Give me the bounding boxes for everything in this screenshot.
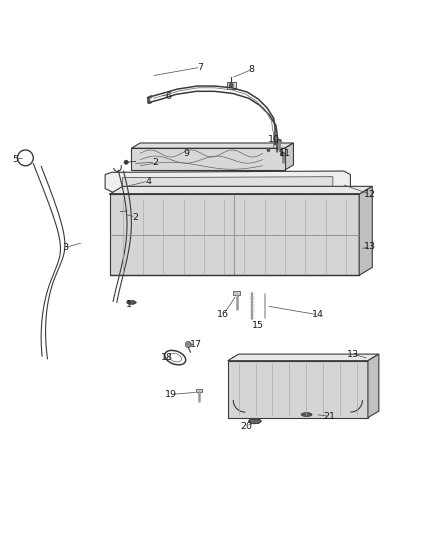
Ellipse shape [301, 413, 312, 416]
Text: 17: 17 [190, 340, 202, 349]
Circle shape [277, 139, 282, 143]
Text: 13: 13 [364, 243, 376, 251]
Text: 12: 12 [364, 190, 376, 199]
Text: 14: 14 [311, 310, 324, 319]
Polygon shape [228, 354, 379, 361]
Polygon shape [110, 194, 359, 275]
Text: 5: 5 [12, 155, 18, 164]
Polygon shape [110, 187, 372, 194]
Circle shape [185, 342, 191, 348]
Polygon shape [228, 361, 368, 418]
Text: 19: 19 [165, 390, 177, 399]
Ellipse shape [249, 418, 261, 424]
Polygon shape [131, 148, 285, 170]
Text: 2: 2 [152, 158, 159, 167]
Text: 3: 3 [62, 243, 68, 252]
Text: 2: 2 [133, 213, 139, 222]
FancyBboxPatch shape [233, 292, 240, 295]
Polygon shape [123, 177, 333, 189]
Text: 10: 10 [268, 135, 280, 144]
Text: 8: 8 [249, 65, 255, 74]
Text: 11: 11 [279, 149, 291, 158]
Circle shape [280, 152, 285, 156]
Text: 18: 18 [161, 353, 173, 362]
Text: 9: 9 [183, 149, 189, 158]
Polygon shape [105, 171, 350, 193]
Text: 13: 13 [346, 350, 359, 359]
Polygon shape [285, 143, 293, 170]
FancyBboxPatch shape [266, 147, 283, 152]
Polygon shape [368, 354, 379, 418]
Circle shape [229, 83, 233, 87]
Text: 16: 16 [217, 310, 230, 319]
FancyBboxPatch shape [227, 82, 236, 88]
Text: 20: 20 [240, 422, 252, 431]
Text: 7: 7 [198, 63, 204, 72]
Circle shape [124, 160, 128, 165]
Text: 21: 21 [323, 412, 336, 421]
Circle shape [118, 209, 123, 214]
FancyBboxPatch shape [196, 389, 202, 392]
Ellipse shape [127, 301, 136, 304]
Text: 4: 4 [145, 176, 151, 185]
Polygon shape [359, 187, 372, 275]
Text: 15: 15 [252, 321, 265, 330]
Polygon shape [131, 143, 293, 148]
Text: 1: 1 [126, 300, 132, 309]
Text: 6: 6 [166, 92, 172, 101]
